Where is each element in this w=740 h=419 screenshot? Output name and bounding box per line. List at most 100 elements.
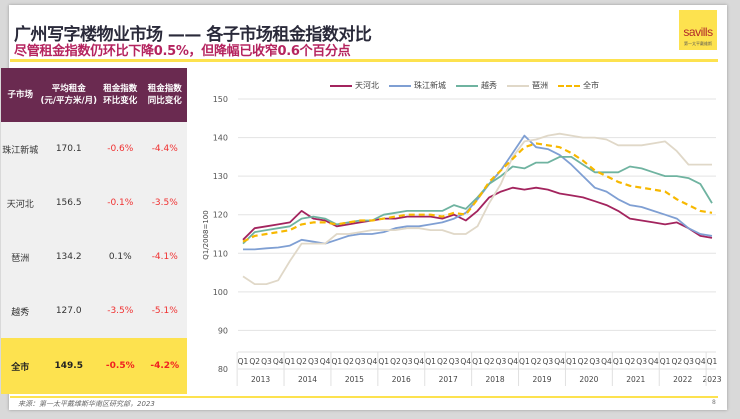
series-line-天河北 [242, 186, 713, 241]
x-tick-label: Q3 [496, 357, 507, 366]
col-header-line: 子市场 [7, 90, 33, 100]
x-year-label: 2021 [626, 375, 645, 384]
page-title: 广州写字楼物业市场 —— 各子市场租金指数对比 [14, 25, 372, 45]
y-tick-label: 130 [213, 172, 228, 181]
legend-swatch [456, 84, 478, 87]
legend-item: 越秀 [456, 80, 497, 91]
col-header-line: 平均租金 [51, 84, 86, 94]
legend-swatch [330, 84, 352, 87]
x-tick-label: Q4 [648, 357, 659, 366]
cell-market: 越秀 [1, 284, 40, 338]
x-tick-label: Q3 [683, 357, 694, 366]
x-tick-label: Q4 [273, 357, 284, 366]
x-tick-label: Q2 [531, 357, 542, 366]
header-divider [10, 59, 718, 62]
x-tick-label: Q4 [460, 357, 471, 366]
x-tick-label: Q4 [320, 357, 331, 366]
x-tick-label: Q2 [343, 357, 354, 366]
legend-swatch [507, 84, 529, 87]
x-tick-label: Q1 [425, 357, 436, 366]
x-tick-label: Q1 [378, 357, 389, 366]
legend-item: 琶洲 [507, 80, 548, 91]
cell-qoq: -0.5% [98, 338, 143, 394]
cell-market: 琶洲 [1, 230, 40, 284]
x-tick-label: Q4 [554, 357, 565, 366]
col-header-line: 同比变化 [147, 96, 182, 106]
x-tick-label: Q2 [625, 357, 636, 366]
x-tick-label: Q1 [613, 357, 624, 366]
page-number: 8 [712, 399, 716, 406]
x-tick-label: Q2 [484, 357, 495, 366]
x-year-label: 2016 [392, 375, 411, 384]
x-tick-label: Q1 [519, 357, 530, 366]
table-row: 越秀 127.0 -3.5% -5.1% [1, 284, 187, 338]
col-header-line: 租金指数 [147, 84, 182, 94]
y-tick-label: 90 [218, 326, 228, 335]
x-tick-label: Q4 [695, 357, 706, 366]
col-header-qoq: 租金指数 环比变化 [98, 68, 143, 122]
table-total-row: 全市 149.5 -0.5% -4.2% [1, 338, 187, 394]
x-tick-label: Q2 [249, 357, 260, 366]
x-year-label: 2022 [673, 375, 692, 384]
savills-logo: savills 第一太平戴维斯 [679, 10, 717, 50]
x-tick-label: Q2 [390, 357, 401, 366]
table-row: 天河北 156.5 -0.1% -3.5% [1, 176, 187, 230]
legend-label: 天河北 [355, 81, 379, 90]
x-tick-label: Q3 [308, 357, 319, 366]
cell-rent: 170.1 [39, 122, 99, 176]
x-tick-label: Q4 [414, 357, 425, 366]
col-header-market: 子市场 [1, 68, 40, 122]
cell-qoq: -0.6% [98, 122, 143, 176]
x-tick-label: Q1 [472, 357, 483, 366]
x-year-label: 2018 [486, 375, 505, 384]
legend-label: 全市 [583, 81, 599, 90]
table-header-row: 子市场 平均租金 (元/平方米/月) 租金指数 环比变化 租金指数 同比变化 [1, 68, 187, 122]
x-year-label: 2015 [345, 375, 364, 384]
legend-label: 琶洲 [532, 81, 548, 90]
x-tick-label: Q2 [296, 357, 307, 366]
cell-yoy: -4.1% [142, 230, 187, 284]
logo-name: savills [683, 25, 713, 39]
x-tick-label: Q1 [238, 357, 249, 366]
series-line-全市 [242, 142, 713, 243]
series-line-越秀 [242, 155, 713, 245]
y-tick-label: 150 [213, 95, 228, 104]
legend-swatch [389, 84, 411, 87]
submarket-table: 子市场 平均租金 (元/平方米/月) 租金指数 环比变化 租金指数 同比变化 珠江新城… [1, 68, 187, 394]
cell-market: 珠江新城 [1, 122, 40, 176]
chart-legend: 天河北 珠江新城 越秀 琶洲 全市 [330, 80, 599, 91]
y-axis-label: Q1/2008=100 [202, 210, 210, 259]
x-tick-label: Q4 [601, 357, 612, 366]
x-tick-label: Q1 [660, 357, 671, 366]
x-year-label: 2023 [702, 375, 721, 384]
page-subtitle: 尽管租金指数仍环比下降0.5%，但降幅已收窄0.6个百分点 [14, 44, 351, 59]
x-year-label: 2017 [439, 375, 458, 384]
table-row: 琶洲 134.2 0.1% -4.1% [1, 230, 187, 284]
x-tick-label: Q1 [285, 357, 296, 366]
x-year-label: 2019 [532, 375, 551, 384]
cell-yoy: -4.2% [142, 338, 187, 394]
x-tick-label: Q3 [543, 357, 554, 366]
footer-divider [10, 396, 718, 398]
legend-item: 全市 [558, 80, 599, 91]
legend-item: 珠江新城 [389, 80, 446, 91]
cell-qoq: 0.1% [98, 230, 143, 284]
logo-sub: 第一太平戴维斯 [684, 41, 712, 46]
cell-rent: 134.2 [39, 230, 99, 284]
table-row: 珠江新城 170.1 -0.6% -4.4% [1, 122, 187, 176]
series-line-珠江新城 [243, 134, 713, 251]
cell-yoy: -4.4% [142, 122, 187, 176]
col-header-line: 租金指数 [103, 84, 138, 94]
x-year-label: 2014 [298, 375, 317, 384]
cell-rent: 156.5 [39, 176, 99, 230]
x-tick-label: Q4 [507, 357, 518, 366]
cell-qoq: -3.5% [98, 284, 143, 338]
y-tick-label: 100 [213, 288, 228, 297]
x-tick-label: Q2 [671, 357, 682, 366]
col-header-line: (元/平方米/月) [40, 96, 97, 106]
source-note: 来源：第一太平戴维斯华南区研究部，2023 [18, 400, 155, 408]
col-header-yoy: 租金指数 同比变化 [142, 68, 187, 122]
series-line-琶洲 [242, 132, 712, 286]
cell-qoq: -0.1% [98, 176, 143, 230]
